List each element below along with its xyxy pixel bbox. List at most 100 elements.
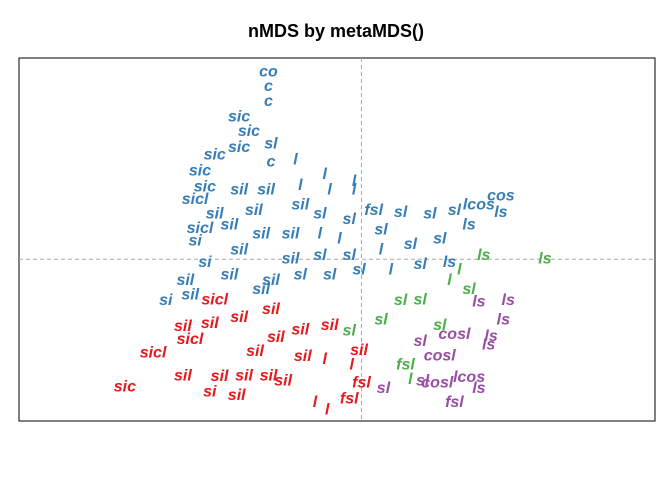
point-label: ls [443,254,456,271]
point-label: sil [252,225,270,242]
point-label: sl [394,204,408,221]
point-label: sl [264,135,278,152]
point-label: sl [323,267,337,284]
point-label: sil [228,387,246,404]
point-label: l [298,177,303,194]
point-label: cosl [424,348,457,365]
point-label: sil [245,202,263,219]
point-label: sl [394,292,408,309]
point-label: sil [220,267,238,284]
point-label: sicl [187,220,214,237]
point-label: sil [260,367,278,384]
point-label: sicl [140,344,167,361]
point-label: sil [291,197,309,214]
point-label: sil [220,216,238,233]
point-label: sic [189,162,211,179]
point-label: si [198,254,212,271]
point-label: sl [433,231,447,248]
point-label: sic [114,378,136,395]
point-label: sil [174,318,192,335]
point-label: ls [494,204,507,221]
point-label: sil [235,367,253,384]
point-label: sil [262,272,280,289]
point-label: sil [274,373,292,390]
point-label: sil [294,348,312,365]
point-label: l [323,166,328,183]
point-label: sil [350,342,368,359]
point-label: sil [321,317,339,334]
point-label: ls [462,216,475,233]
point-label: sil [201,315,219,332]
point-label: sl [313,247,327,264]
point-label: l [389,261,394,278]
plot-frame [18,57,656,422]
point-label: c [264,93,273,110]
point-label: l [447,272,452,289]
point-label: sil [262,301,280,318]
chart-title: nMDS by metaMDS() [248,21,424,41]
point-label: sl [416,373,430,390]
point-label: cos [487,188,515,205]
point-label: c [267,153,276,170]
point-label: l [349,357,354,374]
point-label: sic [228,139,250,156]
point-label: l [337,231,342,248]
point-label: l [408,371,413,388]
point-label: sil [246,343,264,360]
point-label: l [313,394,318,411]
point-label: fsl [340,391,359,408]
point-label: sicl [177,331,204,348]
point-label: fsl [364,202,383,219]
point-label: ls [538,250,551,267]
point-label: sil [282,250,300,267]
point-label: si [159,292,173,309]
point-label: ls [472,380,485,397]
point-label: sil [267,329,285,346]
point-label: fsl [396,357,415,374]
point-label: sl [343,247,357,264]
point-label: sil [230,309,248,326]
point-label: sl [377,380,391,397]
point-label: sl [423,206,437,223]
point-label: sil [230,181,248,198]
point-label: l [352,173,357,190]
point-label: sl [404,236,418,253]
point-label: sl [433,317,447,334]
point-label: sl [374,312,388,329]
point-label: l [352,181,357,198]
point-label: ls [502,292,515,309]
point-label: lcos [463,197,495,214]
point-label: sl [413,256,427,273]
point-label: cosl [438,326,471,343]
point-label: sil [257,181,275,198]
point-label: sil [230,242,248,259]
point-label: sil [174,367,192,384]
point-label: ls [484,328,497,345]
point-label: sl [462,281,476,298]
point-label: sic [194,179,216,196]
point-label: sl [294,267,308,284]
point-label: cosl [421,374,454,391]
point-label: sil [211,368,229,385]
point-label: ls [497,312,510,329]
point-label: sic [228,109,250,126]
point-label: co [259,64,278,81]
point-label: lcos [453,369,485,386]
point-label: sl [374,222,388,239]
point-label: l [323,351,328,368]
point-label: sil [252,281,270,298]
point-label: sil [181,286,199,303]
point-label: si [203,383,217,400]
point-label: si [188,233,202,250]
point-label: sic [238,123,260,140]
point-label: l [457,261,462,278]
point-label: sl [313,206,327,223]
point-label: l [379,242,384,259]
point-label: l [293,152,298,169]
point-label: sil [291,321,309,338]
point-label: fsl [445,394,464,411]
point-label: sicl [182,191,209,208]
point-label: sl [413,291,427,308]
point-label: sil [176,272,194,289]
